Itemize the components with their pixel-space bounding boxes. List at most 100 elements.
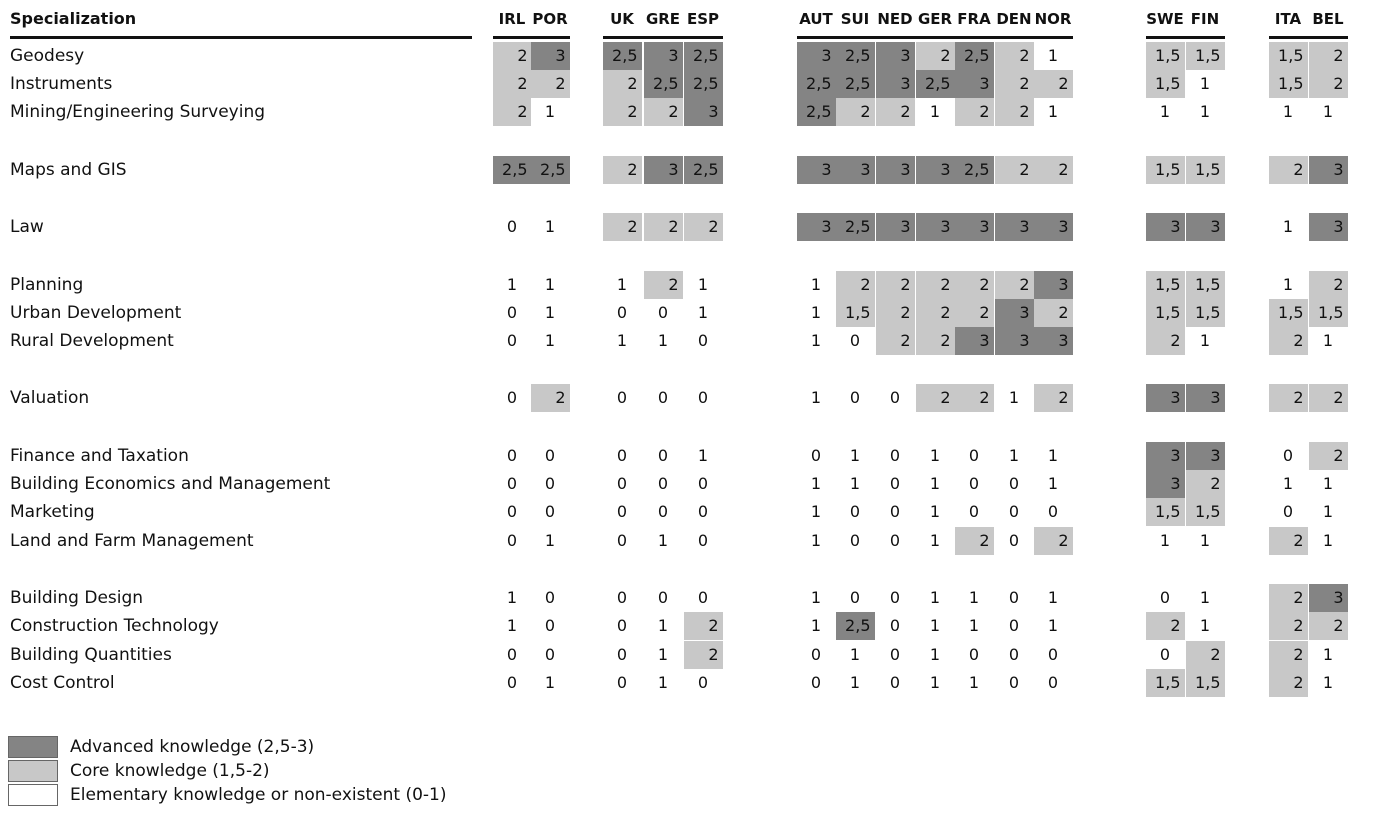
heatmap-cell: 0 [994, 612, 1034, 640]
heatmap-cell: 3 [1145, 442, 1185, 470]
heatmap-cell: 1 [530, 299, 570, 327]
heatmap-cell: 3 [1145, 213, 1185, 241]
heatmap-cell: 2 [994, 156, 1034, 184]
heatmap-cell: 2,5 [602, 42, 642, 70]
heatmap-cell: 0 [602, 641, 642, 669]
heatmap-cell: 2 [875, 299, 915, 327]
heatmap-cell: 3 [1185, 213, 1225, 241]
heatmap-cell: 2 [1268, 669, 1308, 697]
heatmap-cell: 0 [602, 669, 642, 697]
heatmap-cell: 2 [492, 42, 532, 70]
heatmap-cell: 2 [602, 213, 642, 241]
heatmap-cell: 1 [835, 442, 875, 470]
column-label-nor: NOR [1034, 10, 1072, 28]
heatmap-cell: 2,5 [915, 70, 955, 98]
heatmap-cell: 0 [994, 527, 1034, 555]
heatmap-cell: 1 [796, 299, 836, 327]
heatmap-cell: 0 [530, 498, 570, 526]
row-label: Valuation [10, 388, 90, 408]
heatmap-cell: 0 [643, 299, 683, 327]
heatmap-cell: 2 [1268, 612, 1308, 640]
heatmap-cell: 1,5 [1185, 299, 1225, 327]
heatmap-cell: 2 [602, 70, 642, 98]
heatmap-cell: 1 [1185, 98, 1225, 126]
heatmap-cell: 1,5 [1308, 299, 1348, 327]
heatmap-cell: 2 [492, 98, 532, 126]
heatmap-cell: 2 [1033, 527, 1073, 555]
heatmap-cell: 0 [530, 612, 570, 640]
heatmap-cell: 3 [1185, 442, 1225, 470]
row-label: Building Quantities [10, 645, 172, 665]
heatmap-cell: 1,5 [1145, 42, 1185, 70]
heatmap-cell: 1 [796, 327, 836, 355]
row-label: Cost Control [10, 673, 115, 693]
row-label: Building Design [10, 588, 144, 608]
heatmap-cell: 2 [643, 271, 683, 299]
heatmap-cell: 3 [643, 156, 683, 184]
heatmap-cell: 2 [875, 271, 915, 299]
heatmap-cell: 1 [796, 584, 836, 612]
heatmap-cell: 1 [1033, 470, 1073, 498]
heatmap-cell: 1 [796, 470, 836, 498]
heatmap-cell: 0 [954, 442, 994, 470]
heatmap-cell: 0 [492, 213, 532, 241]
heatmap-cell: 2 [1268, 327, 1308, 355]
heatmap-cell: 0 [1268, 442, 1308, 470]
heatmap-cell: 2 [1268, 527, 1308, 555]
heatmap-cell: 2 [835, 271, 875, 299]
heatmap-cell: 0 [994, 498, 1034, 526]
heatmap-cell: 0 [1145, 641, 1185, 669]
heatmap-cell: 2 [1308, 612, 1348, 640]
column-label-fra: FRA [957, 10, 991, 28]
row-header-title: Specialization [10, 9, 137, 28]
heatmap-cell: 1 [1145, 527, 1185, 555]
heatmap-cell: 3 [1308, 213, 1348, 241]
heatmap-cell: 0 [602, 527, 642, 555]
heatmap-cell: 0 [835, 498, 875, 526]
legend-swatch [8, 784, 58, 806]
heatmap-cell: 2 [1308, 70, 1348, 98]
column-label-irl: IRL [498, 10, 526, 28]
heatmap-cell: 0 [683, 470, 723, 498]
heatmap-cell: 2,5 [643, 70, 683, 98]
heatmap-cell: 1 [530, 213, 570, 241]
heatmap-cell: 2 [1308, 442, 1348, 470]
heatmap-cell: 0 [1033, 641, 1073, 669]
heatmap-cell: 1,5 [835, 299, 875, 327]
heatmap-cell: 2 [1033, 156, 1073, 184]
heatmap-cell: 2 [875, 98, 915, 126]
heatmap-cell: 3 [994, 213, 1034, 241]
heatmap-cell: 1 [835, 669, 875, 697]
row-label: Geodesy [10, 46, 85, 66]
heatmap-cell: 2 [1268, 641, 1308, 669]
heatmap-cell: 1,5 [1145, 70, 1185, 98]
heatmap-cell: 1 [1185, 612, 1225, 640]
heatmap-cell: 1 [915, 612, 955, 640]
heatmap-cell: 1,5 [1268, 42, 1308, 70]
heatmap-cell: 1 [1033, 42, 1073, 70]
row-label: Building Economics and Management [10, 474, 331, 494]
heatmap-cell: 2 [683, 612, 723, 640]
heatmap-cell: 2 [530, 384, 570, 412]
heatmap-cell: 0 [530, 442, 570, 470]
heatmap-cell: 1 [1308, 470, 1348, 498]
heatmap-cell: 0 [683, 384, 723, 412]
heatmap-cell: 2 [1033, 384, 1073, 412]
heatmap-cell: 2,5 [796, 98, 836, 126]
heatmap-cell: 3 [683, 98, 723, 126]
heatmap-cell: 0 [1268, 498, 1308, 526]
heatmap-cell: 0 [492, 669, 532, 697]
heatmap-cell: 0 [875, 669, 915, 697]
heatmap-cell: 0 [683, 498, 723, 526]
header-rule-group-1 [492, 36, 570, 39]
column-label-ita: ITA [1274, 10, 1302, 28]
heatmap-cell: 1 [915, 498, 955, 526]
heatmap-cell: 0 [643, 384, 683, 412]
column-label-por: POR [532, 10, 568, 28]
column-label-den: DEN [996, 10, 1032, 28]
row-label: Urban Development [10, 303, 182, 323]
heatmap-cell: 2 [643, 213, 683, 241]
heatmap-cell: 0 [683, 669, 723, 697]
heatmap-cell: 0 [492, 527, 532, 555]
